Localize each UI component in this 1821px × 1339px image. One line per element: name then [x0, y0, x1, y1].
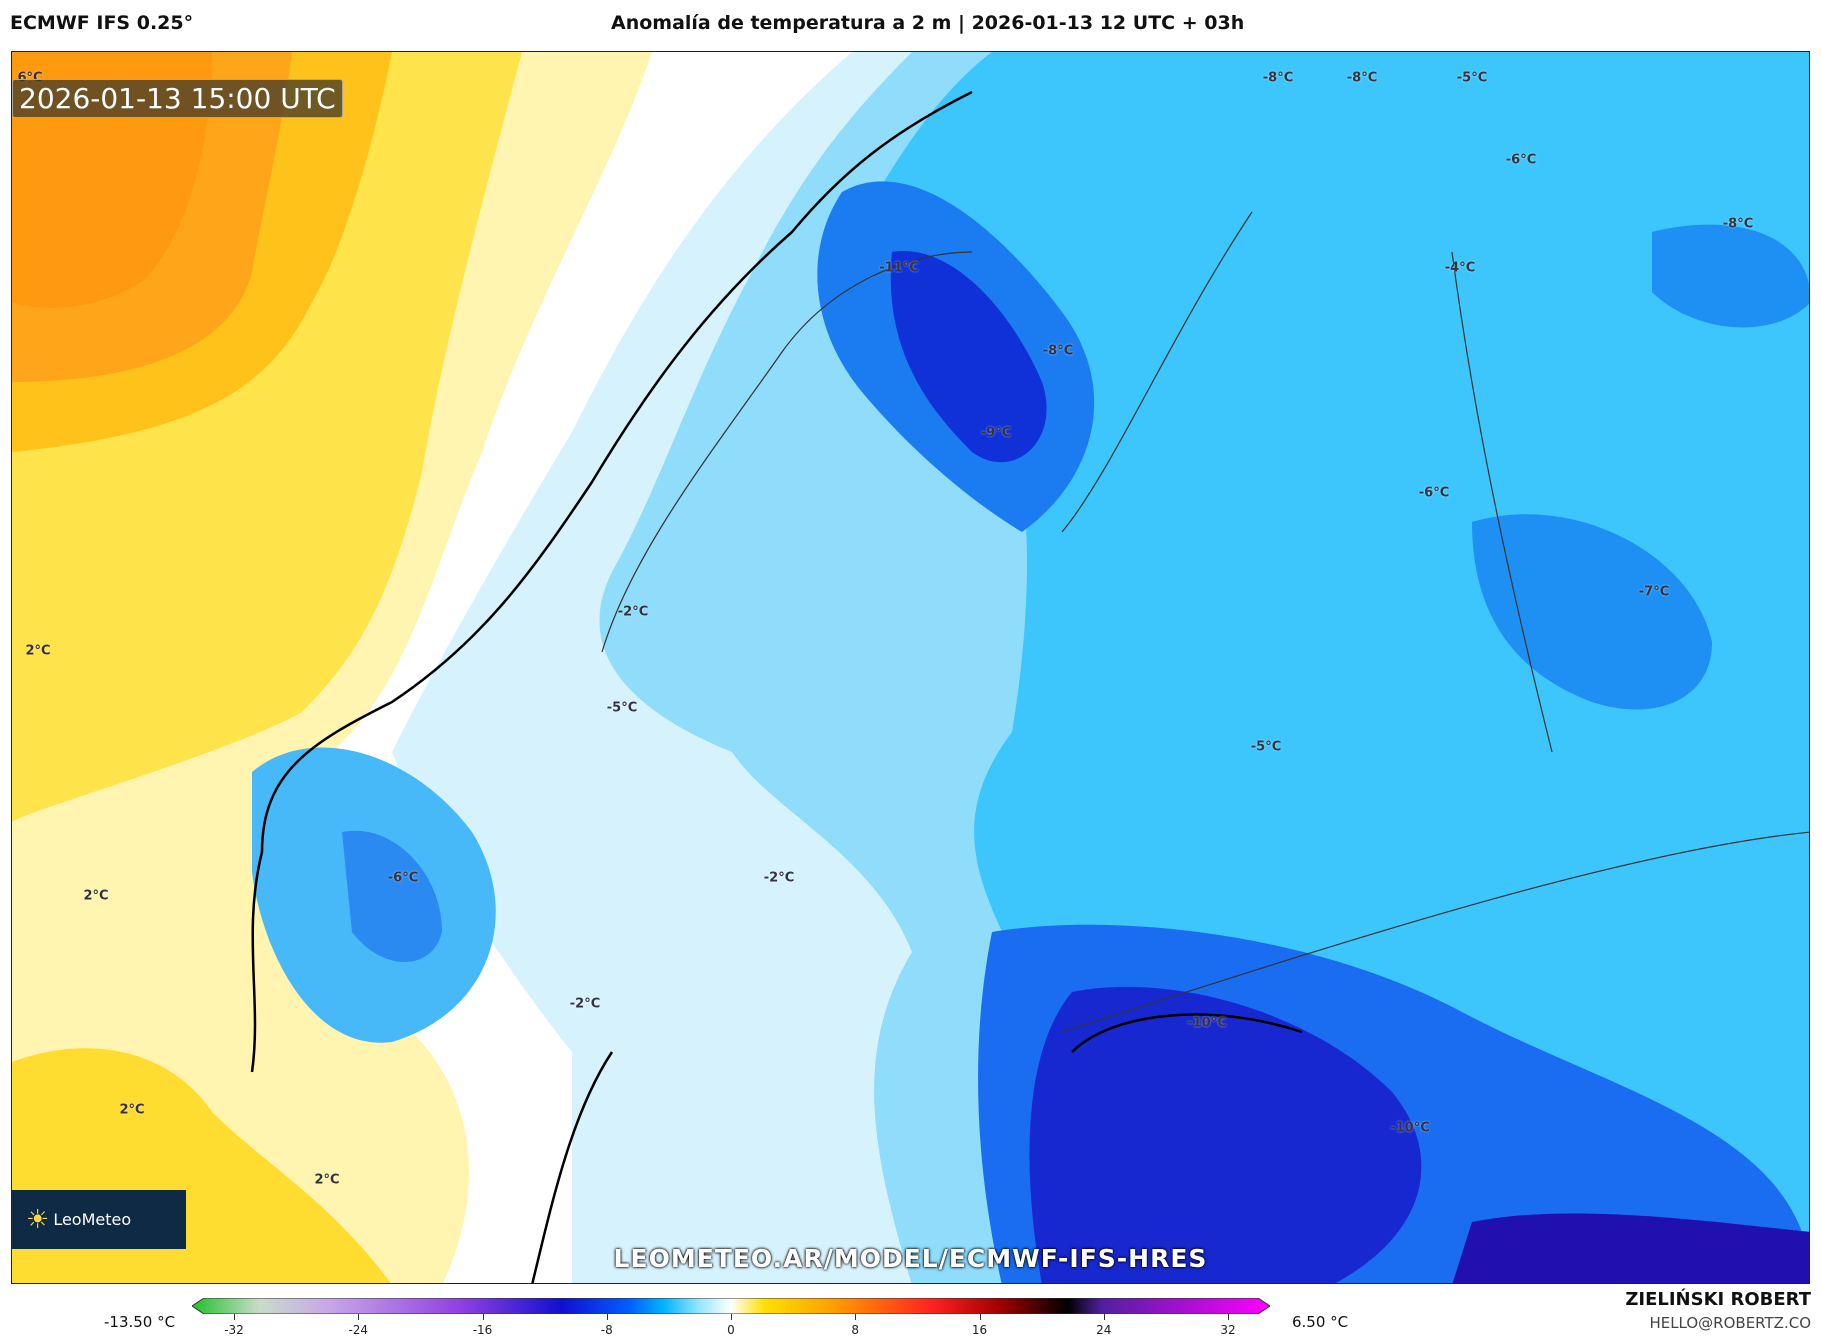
- colorbar-tick-mark: [482, 1314, 484, 1320]
- colorbar-tick-label: 24: [1096, 1323, 1112, 1337]
- colorbar-tick-label: -16: [472, 1323, 493, 1337]
- cold-deep-blue-area: [890, 251, 1047, 463]
- contour-label: -8°C: [1262, 70, 1294, 86]
- colorbar-tick-mark: [234, 1314, 235, 1320]
- contour-label: -2°C: [763, 870, 795, 886]
- contour-label: -4°C: [1444, 260, 1476, 276]
- contour-label: 2°C: [25, 643, 51, 659]
- colorbar-body: [192, 1298, 1270, 1314]
- contour-label: -2°C: [617, 604, 649, 620]
- cold-blue-area-norway-core: [342, 830, 442, 962]
- contour-label: -6°C: [1505, 152, 1537, 168]
- contour-label: 2°C: [83, 888, 109, 904]
- colorbar-tick-mark: [979, 1314, 981, 1320]
- sun-icon: ☀: [26, 1204, 50, 1235]
- cold-blue-area-northeast: [1652, 224, 1809, 328]
- contour-label: -2°C: [569, 996, 601, 1012]
- colorbar-min-label: -13.50 °C: [104, 1313, 176, 1331]
- contour-label: 2°C: [314, 1172, 340, 1188]
- colorbar-tick-mark: [358, 1314, 360, 1320]
- colorbar-tick-mark: [1103, 1314, 1105, 1320]
- contour-label: -8°C: [1346, 70, 1378, 86]
- contour-label: -6°C: [1418, 485, 1450, 501]
- colorbar-tick-label: 8: [851, 1323, 860, 1337]
- contour-label: -5°C: [606, 700, 638, 716]
- contour-label: -5°C: [1250, 739, 1282, 755]
- cold-indigo-area: [1452, 1213, 1809, 1283]
- anomaly-map: [12, 52, 1809, 1283]
- contour-label: -8°C: [1042, 343, 1074, 359]
- colorbar-tick-label: 16: [971, 1323, 988, 1337]
- colorbar-tick-mark: [731, 1314, 732, 1320]
- contour-label: -8°C: [1722, 216, 1754, 232]
- map-title: Anomalía de temperatura a 2 m | 2026-01-…: [611, 12, 1245, 34]
- contour-label: -10°C: [1187, 1015, 1227, 1031]
- contour-label: -11°C: [879, 260, 919, 276]
- model-name: ECMWF IFS 0.25°: [10, 12, 194, 34]
- contour-label: -6°C: [387, 870, 419, 886]
- colorbar-tick-label: -24: [348, 1323, 369, 1337]
- valid-time-badge: 2026-01-13 15:00 UTC: [12, 79, 343, 118]
- author-name: ZIELIŃSKI ROBERT: [1625, 1289, 1811, 1310]
- colorbar-tick-label: -32: [224, 1323, 244, 1337]
- colorbar-tick-label: -8: [600, 1323, 613, 1337]
- colorbar-tick-label: 32: [1220, 1323, 1236, 1337]
- colorbar-tick-label: 0: [727, 1323, 735, 1337]
- cold-deep-blue-area-baltic: [1029, 986, 1422, 1283]
- colorbar: [192, 1298, 1270, 1314]
- colorbar-tick-mark: [606, 1314, 608, 1320]
- colorbar-tick-mark: [1228, 1314, 1229, 1320]
- colorbar-tick-mark: [855, 1314, 857, 1320]
- leometeo-logo: ☀ LeoMeteo: [12, 1190, 186, 1249]
- contour-label: -10°C: [1390, 1120, 1430, 1136]
- contour-label: -7°C: [1638, 584, 1670, 600]
- contour-label: -5°C: [1456, 70, 1488, 86]
- logo-text: LeoMeteo: [53, 1210, 132, 1229]
- cold-blue-area-east: [1472, 514, 1712, 710]
- contour-label: -9°C: [980, 425, 1012, 441]
- coastline: [250, 90, 1303, 1283]
- map-frame: 6°C -8°C -8°C -5°C -6°C -8°C -11°C -4°C …: [11, 51, 1810, 1284]
- contour-label: 2°C: [119, 1102, 145, 1118]
- colorbar-max-label: 6.50 °C: [1292, 1313, 1349, 1331]
- author-email: HELLO@ROBERTZ.CO: [1649, 1314, 1811, 1332]
- border-lines: [601, 211, 1809, 1033]
- watermark: LEOMETEO.AR/MODEL/ECMWF-IFS-HRES: [613, 1244, 1208, 1273]
